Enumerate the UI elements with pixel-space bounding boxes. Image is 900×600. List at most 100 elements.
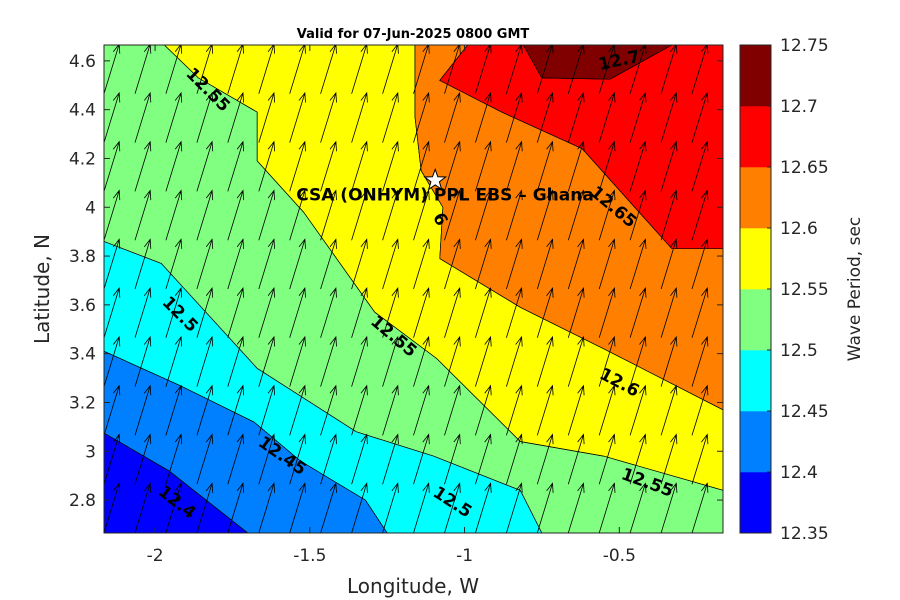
wave-vector-arrow	[598, 140, 616, 192]
colorbar-tick-label: 12.4	[780, 463, 818, 483]
wave-vector-arrow	[289, 287, 306, 338]
wave-vector-arrow	[258, 482, 275, 533]
wave-vector-arrow	[289, 433, 306, 485]
wave-vector-arrow	[289, 140, 306, 192]
wave-vector-arrow	[227, 91, 244, 143]
wave-vector-arrow	[289, 482, 306, 533]
wave-vector-arrow	[104, 140, 121, 192]
wave-vector-arrow	[382, 384, 399, 436]
wave-vector-arrow	[258, 384, 275, 436]
wave-vector-arrow	[506, 287, 523, 338]
wave-vector-arrow	[444, 91, 461, 143]
wave-vector-arrow	[196, 384, 214, 436]
wave-vector-arrow	[598, 433, 616, 485]
wave-vector-arrow	[165, 91, 183, 143]
wave-vector-arrow	[289, 335, 306, 387]
wave-vector-arrow	[382, 140, 399, 192]
wave-vector-arrow	[691, 189, 709, 241]
wave-vector-arrow	[506, 189, 523, 241]
wave-vector-arrow	[227, 335, 244, 387]
wave-vector-arrow	[258, 45, 275, 94]
chart-title: Valid for 07-Jun-2025 0800 GMT	[297, 27, 530, 42]
wave-vector-arrow	[536, 482, 554, 533]
wave-vector-arrow	[536, 335, 554, 387]
colorbar-tick-label: 12.55	[780, 280, 829, 300]
site-marker-group: CSA (ONHYM) PPL EBS – Ghana	[296, 167, 594, 205]
wave-vector-arrow	[134, 287, 152, 338]
wave-vector-arrow	[258, 335, 275, 387]
wave-vector-arrow	[691, 140, 709, 192]
wave-vector-arrow	[598, 45, 616, 94]
wave-vector-arrow	[320, 189, 337, 241]
wave-vector-arrow	[567, 238, 585, 290]
wave-vector-arrow	[536, 384, 554, 436]
wave-vector-arrow	[289, 91, 306, 143]
wave-vector-arrow	[134, 482, 152, 533]
wave-vector-arrow	[413, 384, 430, 436]
wave-vector-arrow	[629, 482, 647, 533]
wave-vector-arrow	[598, 482, 616, 533]
wave-vector-arrow	[258, 238, 275, 290]
wave-vector-arrow	[536, 433, 554, 485]
wave-vector-arrow	[134, 140, 152, 192]
wave-vector-arrow	[660, 335, 678, 387]
wave-vector-arrow	[413, 189, 430, 241]
wave-vector-arrow	[165, 482, 183, 533]
wave-vector-arrow	[660, 433, 678, 485]
wave-vector-arrow	[444, 140, 461, 192]
wave-vector-arrow	[629, 189, 647, 241]
colorbar-tick-label: 12.6	[780, 219, 818, 239]
wave-vector-arrow	[104, 287, 121, 338]
wave-vector-arrow	[227, 482, 244, 533]
wave-vector-arrow	[660, 384, 678, 436]
wave-vector-arrow	[444, 287, 461, 338]
site-star-icon	[423, 167, 448, 191]
wave-vector-arrow	[258, 140, 275, 192]
wave-vector-arrow	[475, 140, 492, 192]
wave-vector-arrow	[165, 238, 183, 290]
wave-vector-arrow	[104, 384, 121, 436]
y-tick-label: 4.2	[69, 149, 96, 169]
x-tick-label: -1	[456, 546, 473, 566]
wave-vector-arrow	[104, 433, 121, 485]
wave-vector-arrow	[104, 482, 121, 533]
wave-vector-arrow	[691, 335, 709, 387]
wave-vector-arrow	[691, 433, 709, 485]
colorbar-tick-label: 12.7	[780, 97, 818, 117]
wave-vector-arrow	[629, 91, 647, 143]
wave-vector-arrow	[598, 335, 616, 387]
wave-direction-vectors	[104, 45, 709, 533]
wave-vector-arrow	[165, 384, 183, 436]
wave-vector-arrow	[258, 287, 275, 338]
wave-vector-arrow	[289, 45, 306, 94]
x-axis-label: Longitude, W	[347, 574, 479, 598]
y-tick-label: 4.4	[69, 101, 96, 121]
wave-vector-arrow	[320, 238, 337, 290]
wave-vector-arrow	[567, 140, 585, 192]
y-tick-label: 4.6	[69, 52, 96, 72]
wave-vector-arrow	[227, 384, 244, 436]
wave-vector-arrow	[506, 45, 523, 94]
wave-vector-arrow	[660, 238, 678, 290]
wave-vector-arrow	[289, 189, 306, 241]
wave-vector-arrow	[691, 482, 709, 533]
wave-vector-arrow	[165, 189, 183, 241]
wave-vector-arrow	[165, 45, 183, 94]
colorbar-tick-label: 12.75	[780, 36, 829, 56]
wave-vector-arrow	[165, 287, 183, 338]
wave-vector-arrow	[660, 91, 678, 143]
colorbar-swatch	[740, 411, 771, 473]
colorbar-tick-label: 12.45	[780, 402, 829, 422]
wave-vector-arrow	[134, 335, 152, 387]
wave-vector-arrow	[104, 45, 121, 94]
colorbar-swatch	[740, 472, 771, 534]
wave-vector-arrow	[382, 482, 399, 533]
wave-vector-arrow	[165, 335, 183, 387]
wave-vector-arrow	[165, 433, 183, 485]
wave-vector-arrow	[629, 335, 647, 387]
wave-vector-arrow	[382, 433, 399, 485]
wave-vector-arrow	[289, 238, 306, 290]
contour-band-12.7-12.75	[522, 45, 673, 80]
wave-vector-arrow	[196, 287, 214, 338]
wave-vector-arrow	[660, 287, 678, 338]
